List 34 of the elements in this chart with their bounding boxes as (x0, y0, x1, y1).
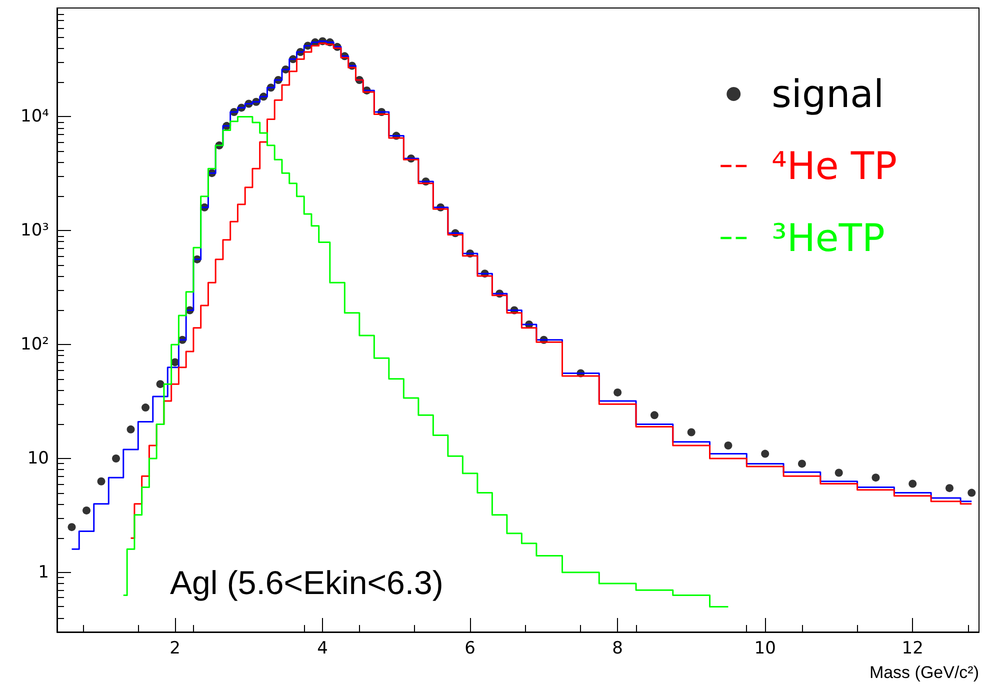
x-tick-label: 8 (612, 638, 623, 658)
annotation: Agl (5.6<Ekin<6.3) (170, 564, 444, 601)
point (112, 454, 120, 462)
y-tick-label: 10 (27, 448, 49, 468)
x-tick-label: 12 (902, 638, 924, 658)
legend-label: ⁴He TP (772, 144, 898, 188)
point (650, 411, 658, 420)
legend-label: ³HeTP (772, 216, 885, 260)
y-tick-label: 10³ (20, 220, 49, 241)
point (908, 480, 917, 488)
point (156, 380, 164, 388)
point (761, 450, 770, 458)
point (142, 404, 150, 412)
y-tick-label: 10² (20, 334, 49, 355)
y-tick-label: 10⁴ (20, 106, 50, 127)
x-axis-title: Mass (GeV/c²) (869, 663, 979, 682)
x-tick-label: 6 (464, 638, 476, 658)
point (68, 523, 76, 532)
point (798, 460, 806, 468)
point (968, 488, 976, 497)
point (946, 484, 954, 492)
x-tick-label: 4 (317, 638, 328, 658)
point (82, 506, 91, 514)
x-tick-label: 10 (754, 638, 776, 658)
point (687, 428, 696, 436)
x-tick-label: 2 (170, 638, 180, 658)
y-tick-label: 1 (38, 562, 49, 582)
point (724, 442, 732, 450)
point (97, 477, 106, 486)
point (872, 474, 880, 482)
point (834, 468, 843, 477)
legend-label: signal (772, 72, 884, 116)
point (126, 425, 135, 434)
point (614, 388, 622, 396)
